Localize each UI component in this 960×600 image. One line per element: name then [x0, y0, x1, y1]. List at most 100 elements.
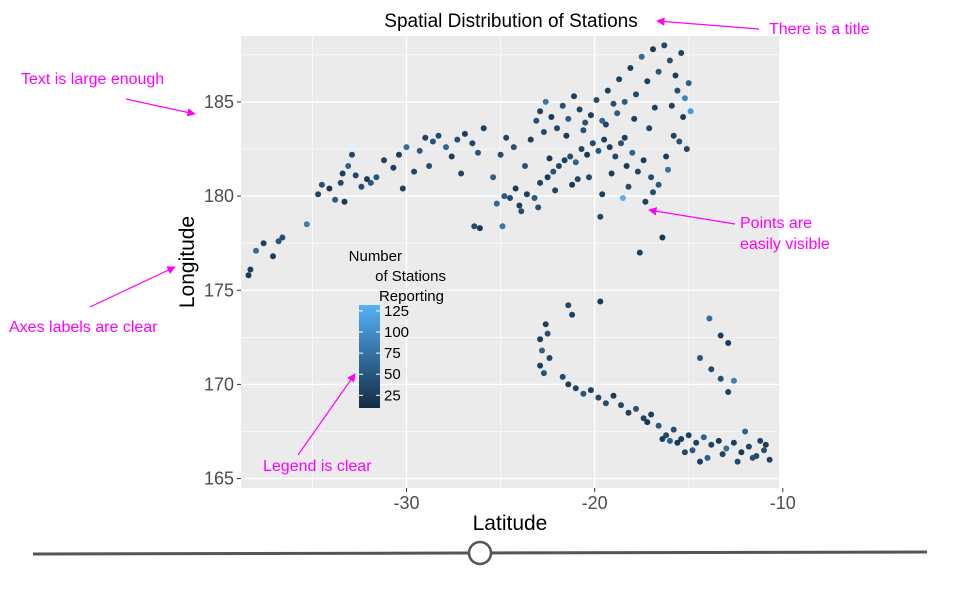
data-point [367, 179, 374, 186]
data-point [666, 437, 673, 444]
data-point [640, 157, 647, 164]
data-point [734, 458, 741, 465]
data-point [595, 394, 602, 401]
data-point [572, 159, 579, 166]
data-point [544, 174, 551, 181]
data-point [650, 189, 656, 196]
annotation-text-arrow [125, 98, 196, 117]
data-point [674, 87, 681, 94]
data-point [461, 130, 468, 137]
data-point [612, 153, 619, 160]
data-point [601, 136, 608, 143]
annotation-legend-note: Legend is clear [263, 458, 372, 475]
data-point [422, 134, 429, 141]
grid-lines [241, 36, 784, 488]
data-point [680, 114, 687, 120]
data-point [706, 315, 713, 322]
data-point [738, 449, 745, 456]
data-point [665, 166, 671, 173]
legend-title-line-1: Number [349, 248, 402, 265]
data-point [644, 419, 651, 426]
data-point [567, 153, 574, 160]
data-point [580, 390, 587, 397]
data-point [642, 198, 649, 205]
data-point [535, 204, 542, 211]
data-point [537, 362, 544, 369]
data-point [582, 119, 589, 126]
data-point [685, 432, 692, 439]
plot-panel [241, 36, 779, 488]
legend-tick-label: 125 [384, 303, 409, 320]
y-tick-label: 185 [204, 92, 234, 112]
data-point [663, 153, 670, 160]
data-point [616, 76, 623, 83]
data-point [636, 249, 643, 256]
data-point [253, 247, 259, 254]
data-point [719, 451, 726, 458]
annotation-axes-note: Axes labels are clear [9, 319, 158, 336]
y-axis-title: Longitude [176, 216, 199, 308]
data-point [559, 102, 566, 109]
data-point [681, 95, 688, 102]
data-point [516, 202, 523, 209]
data-point [633, 91, 639, 98]
slider-handle[interactable] [467, 540, 493, 566]
data-point [546, 155, 553, 162]
data-point [544, 330, 551, 337]
data-point [670, 426, 677, 433]
data-point [685, 80, 692, 87]
data-point [602, 400, 609, 407]
data-point [650, 46, 656, 53]
data-point [339, 170, 346, 177]
chart-title: Spatial Distribution of Stations [384, 11, 637, 32]
legend-tick-label: 50 [384, 366, 401, 383]
data-point [448, 153, 455, 160]
annotation-legend-arrow [297, 373, 356, 456]
x-tick-label: -30 [394, 493, 420, 513]
data-point [708, 441, 715, 448]
data-point [399, 185, 406, 192]
data-point [687, 108, 694, 115]
data-point [634, 168, 641, 175]
data-point [597, 298, 604, 305]
data-point [597, 213, 604, 220]
data-point [537, 108, 544, 115]
data-point [260, 240, 267, 247]
data-point [631, 115, 638, 122]
data-point [540, 370, 547, 377]
data-point [540, 129, 547, 135]
data-point [693, 439, 700, 446]
data-point [499, 223, 506, 230]
y-axis: 165 170 175 180 185 [204, 92, 241, 489]
data-point [708, 366, 715, 373]
data-point [503, 134, 510, 141]
data-point [604, 87, 611, 94]
data-point [762, 441, 769, 448]
data-point [358, 183, 365, 190]
data-point [270, 253, 276, 260]
data-point [629, 149, 636, 156]
data-point [396, 151, 402, 158]
data-point [476, 225, 483, 232]
legend-tick-label: 100 [384, 324, 409, 341]
data-point [458, 170, 465, 177]
data-point [569, 181, 576, 188]
slider[interactable] [32, 540, 928, 566]
annotation-title-note: There is a title [769, 21, 870, 38]
data-point [565, 381, 572, 388]
data-point [443, 144, 449, 151]
data-point [655, 422, 662, 429]
data-point [725, 389, 732, 395]
data-point [279, 234, 286, 241]
data-point [512, 185, 519, 192]
annotation-axes-arrow [89, 266, 176, 308]
data-point [742, 428, 749, 435]
y-tick-label: 170 [204, 374, 234, 394]
data-point [723, 445, 730, 452]
annotation-points-arrow [648, 207, 736, 225]
data-point [659, 234, 666, 241]
data-point [580, 127, 587, 134]
data-point [493, 200, 500, 207]
data-point [578, 146, 585, 152]
data-point [625, 409, 632, 416]
